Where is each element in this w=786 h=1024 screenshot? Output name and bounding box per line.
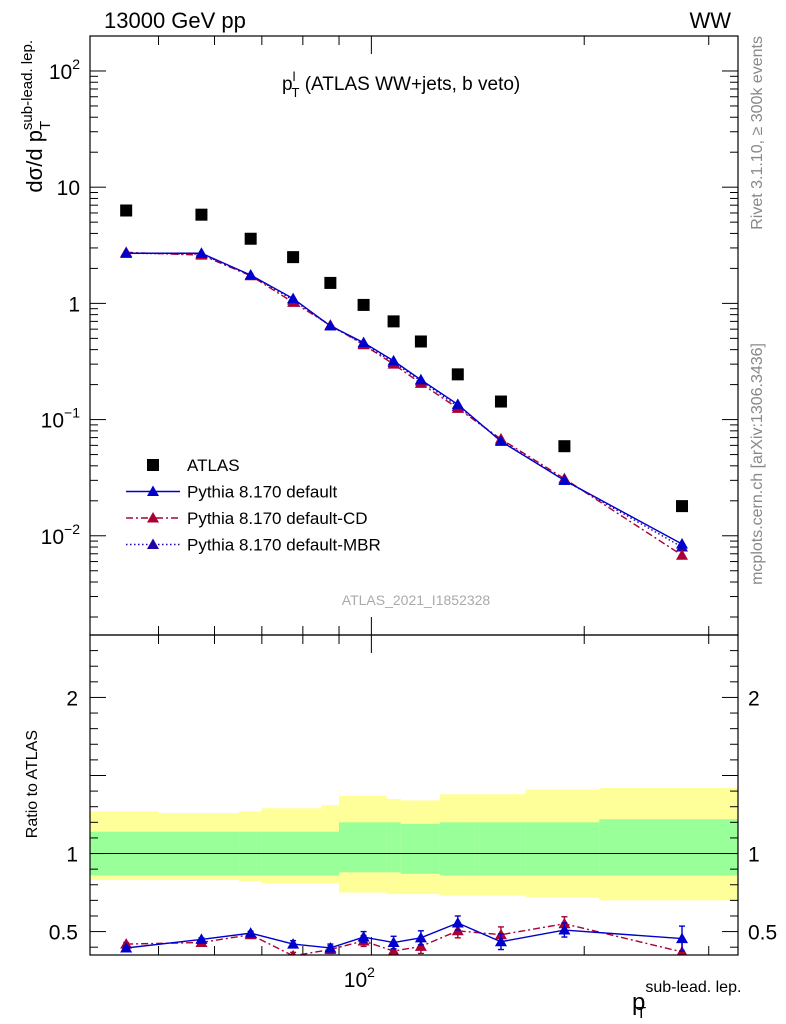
ratio-plot-frame <box>89 634 739 956</box>
main-y-axis-label: dσ/d psub-lead. lep.T <box>19 40 54 193</box>
series-marker <box>244 269 257 280</box>
ratio-marker <box>287 938 300 949</box>
atlas-data-point <box>494 395 507 408</box>
atlas-data-point <box>195 208 208 221</box>
ratio-axis-ticks: 102 2 2 1 1 0.5 0.5 <box>49 635 777 992</box>
process-label: WW <box>689 8 731 33</box>
ratio-marker <box>676 932 689 944</box>
ratio-marker <box>414 931 427 943</box>
series-marker <box>494 435 507 446</box>
band-inner-bin <box>339 822 387 873</box>
atlas-data-point <box>558 440 571 453</box>
analysis-watermark: ATLAS_2021_I1852328 <box>342 592 491 608</box>
band-inner-bin <box>474 822 526 876</box>
legend-label: ATLAS <box>187 456 240 475</box>
ratio-marker <box>290 949 297 955</box>
legend-label: Pythia 8.170 default <box>187 483 338 502</box>
series-marker <box>357 336 370 348</box>
ratio-marker <box>357 931 370 942</box>
ratio-data-series <box>120 915 689 955</box>
ratio-marker <box>387 945 400 955</box>
ratio-marker <box>244 927 257 938</box>
ratio-marker <box>387 936 400 948</box>
ratio-y-tick-label: 0.5 <box>49 922 78 945</box>
legend-marker <box>147 459 159 471</box>
main-y-tick-label: 102 <box>49 56 80 84</box>
atlas-data-point <box>357 298 370 311</box>
atlas-data-point <box>451 368 464 381</box>
series-marker <box>676 549 689 560</box>
series-marker <box>676 537 689 549</box>
series-marker <box>558 474 571 485</box>
x-tick-label: 102 <box>344 964 375 992</box>
ratio-y-tick-label: 2 <box>66 687 78 710</box>
ratio-y-tick-label: 1 <box>66 844 78 867</box>
legend-marker <box>147 512 159 523</box>
atlas-data-point <box>676 500 689 513</box>
ratio-uncertainty-bands <box>90 787 738 901</box>
band-inner-bin <box>386 822 402 873</box>
series-line <box>126 251 683 556</box>
series-line <box>126 252 683 545</box>
collision-label: 13000 GeV pp <box>104 8 246 33</box>
ratio-y-tick-label: 1 <box>748 844 760 867</box>
atlas-data-point <box>287 251 300 264</box>
atlas-data-point <box>387 315 400 328</box>
series-marker <box>195 247 208 258</box>
series-marker <box>387 354 400 366</box>
series-marker <box>414 373 427 385</box>
rivet-version-label: Rivet 3.1.10, ≥ 300k events <box>749 36 766 230</box>
main-axis-ticks: 102 10 1 10−1 10−2 <box>41 35 738 635</box>
band-inner-bin <box>439 822 476 876</box>
atlas-data-point <box>244 232 257 245</box>
main-y-tick-label: 1 <box>68 293 80 316</box>
ratio-marker <box>195 933 208 944</box>
band-inner-bin <box>400 823 441 874</box>
legend-marker <box>147 538 159 549</box>
series-marker <box>287 292 300 304</box>
ratio-y-tick-label: 2 <box>748 687 760 710</box>
ratio-marker <box>120 941 133 953</box>
series-marker <box>451 398 464 409</box>
atlas-data-point <box>414 335 427 348</box>
mcplots-label: mcplots.cern.ch [arXiv:1306.3436] <box>749 343 766 585</box>
legend-label: Pythia 8.170 default-MBR <box>187 536 381 555</box>
ratio-marker <box>451 917 464 928</box>
series-line <box>126 252 683 548</box>
main-data-series <box>120 204 689 560</box>
main-y-tick-label: 10−1 <box>41 405 81 433</box>
band-inner-bin <box>599 819 738 876</box>
ratio-y-tick-label: 0.5 <box>748 922 777 945</box>
ratio-marker <box>324 941 337 953</box>
ratio-line <box>126 922 683 949</box>
ratio-marker <box>494 935 507 947</box>
plot-title: pl T (ATLAS WW+jets, b veto) <box>282 69 520 100</box>
legend-marker <box>147 485 159 496</box>
ratio-marker <box>558 924 571 935</box>
legend: ATLAS Pythia 8.170 default Pythia 8.170 de… <box>126 456 381 555</box>
series-marker <box>324 319 337 331</box>
x-axis-label: psub-lead. lep. T <box>632 979 741 1022</box>
ratio-line <box>126 923 683 955</box>
band-inner-bin <box>525 822 600 876</box>
main-y-tick-label: 10−2 <box>41 521 81 549</box>
legend-label: Pythia 8.170 default-CD <box>187 509 368 528</box>
ratio-y-axis-label: Ratio to ATLAS <box>24 730 41 838</box>
series-marker <box>120 247 133 258</box>
ratio-marker <box>414 940 427 951</box>
atlas-data-point <box>120 204 133 217</box>
main-y-tick-label: 10 <box>57 177 80 200</box>
atlas-data-point <box>324 276 337 289</box>
